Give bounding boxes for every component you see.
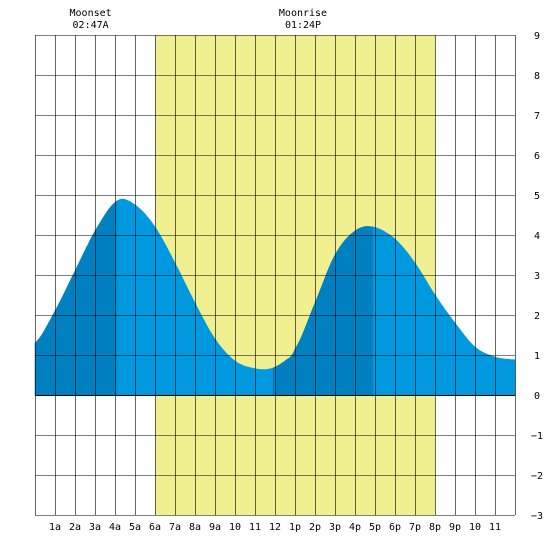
y-tick-label: 9 bbox=[534, 31, 540, 42]
y-tick-label: 2 bbox=[534, 311, 540, 322]
tide-area bbox=[34, 198, 516, 396]
x-tick-label: 9a bbox=[209, 522, 221, 533]
y-tick-label: 3 bbox=[534, 271, 540, 282]
x-tick-label: 12 bbox=[269, 522, 281, 533]
x-tick-label: 3a bbox=[89, 522, 101, 533]
x-tick-label: 2p bbox=[309, 522, 321, 533]
x-tick-label: 6p bbox=[389, 522, 401, 533]
x-tick-label: 8a bbox=[189, 522, 201, 533]
x-tick-label: 10 bbox=[469, 522, 481, 533]
x-tick-label: 4a bbox=[109, 522, 121, 533]
y-tick-label: 0 bbox=[534, 391, 540, 402]
y-tick-label: 5 bbox=[534, 191, 540, 202]
x-tick-label: 7p bbox=[409, 522, 421, 533]
x-tick-label: 11 bbox=[489, 522, 501, 533]
rising-tide-area bbox=[272, 226, 374, 396]
x-tick-label: 9p bbox=[449, 522, 461, 533]
moon-event-time: 02:47A bbox=[73, 20, 109, 31]
moon-event-time: 01:24P bbox=[285, 20, 321, 31]
y-tick-label: 6 bbox=[534, 151, 540, 162]
moon-event-label: Moonrise bbox=[279, 8, 327, 19]
x-tick-label: 7a bbox=[169, 522, 181, 533]
x-tick-label: 4p bbox=[349, 522, 361, 533]
x-tick-label: 5p bbox=[369, 522, 381, 533]
x-tick-label: 11 bbox=[249, 522, 261, 533]
y-tick-label: 4 bbox=[534, 231, 540, 242]
x-axis-labels: 1a 2a 3a 4a 5a 6a 7a 8a 9a 10 11 12 1p 2p 3p 4p 5p 6p 7p 8p… bbox=[49, 522, 501, 533]
grid-lines bbox=[35, 35, 516, 516]
x-tick-label: 3p bbox=[329, 522, 341, 533]
y-tick-label: 8 bbox=[534, 71, 540, 82]
y-axis-labels: 9 8 7 6 5 4 3 2 1 0 −1 −2 −3 bbox=[531, 31, 543, 522]
x-tick-label: 2a bbox=[69, 522, 81, 533]
y-tick-label: 7 bbox=[534, 111, 540, 122]
x-tick-label: 1p bbox=[289, 522, 301, 533]
falling-tide-area bbox=[372, 226, 516, 396]
x-tick-label: 6a bbox=[149, 522, 161, 533]
y-tick-label: −1 bbox=[531, 431, 543, 442]
moon-event-label: Moonset bbox=[70, 8, 112, 19]
y-tick-label: −2 bbox=[531, 471, 543, 482]
x-tick-label: 10 bbox=[229, 522, 241, 533]
y-tick-label: 1 bbox=[534, 351, 540, 362]
x-tick-label: 8p bbox=[429, 522, 441, 533]
x-tick-label: 1a bbox=[49, 522, 61, 533]
y-tick-label: −3 bbox=[531, 511, 543, 522]
x-tick-label: 5a bbox=[129, 522, 141, 533]
falling-tide-area bbox=[116, 198, 274, 396]
